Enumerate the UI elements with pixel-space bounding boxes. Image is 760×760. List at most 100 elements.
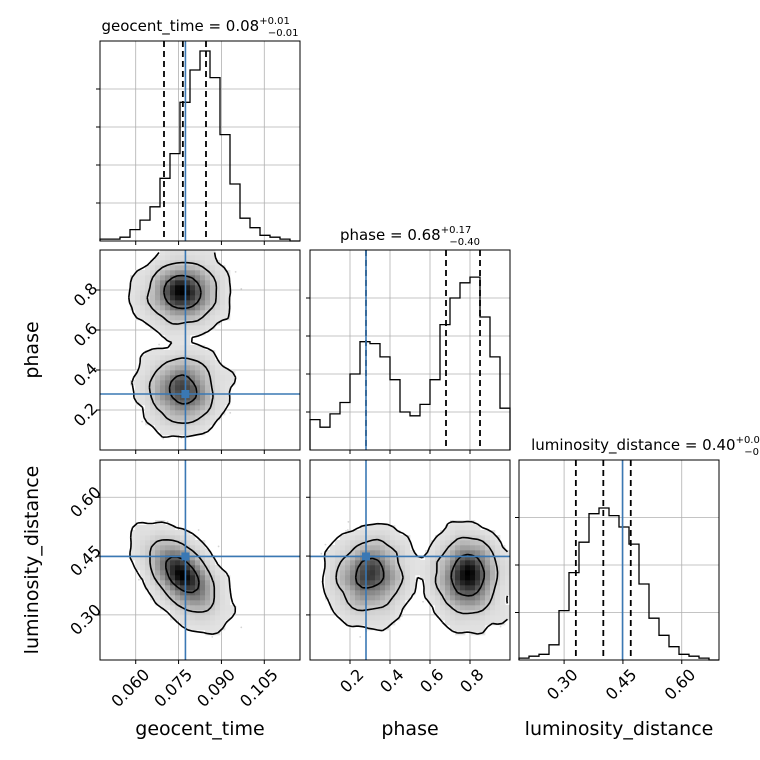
- density-cell: [200, 415, 206, 421]
- density-cell: [170, 360, 176, 366]
- density-cell: [165, 325, 171, 331]
- density-cell: [200, 325, 206, 331]
- density-cell: [130, 295, 136, 301]
- density-cell: [195, 275, 201, 281]
- density-cell: [195, 415, 201, 421]
- density-cell: [185, 325, 191, 331]
- density-cell: [165, 250, 171, 256]
- density-cell: [205, 415, 211, 421]
- density-cell: [180, 365, 186, 371]
- density-cell: [160, 260, 166, 266]
- density-cell: [210, 315, 216, 321]
- density-cell: [190, 265, 196, 271]
- panel-frame: [99, 40, 301, 242]
- density-cell: [200, 280, 206, 286]
- density-cell: [225, 275, 231, 281]
- density-cell: [155, 360, 161, 366]
- density-cell: [185, 255, 191, 261]
- density-cell: [150, 365, 156, 371]
- density-cell: [155, 350, 161, 356]
- density-cell: [200, 250, 206, 256]
- density-cell: [195, 370, 201, 376]
- density-cell: [155, 400, 161, 406]
- density-cell: [160, 300, 166, 306]
- density-cell: [160, 305, 166, 311]
- density-cell: [155, 395, 161, 401]
- density-cell: [145, 395, 151, 401]
- density-cell: [175, 250, 181, 256]
- density-cell: [135, 390, 141, 396]
- density-cell: [195, 410, 201, 416]
- density-cell: [160, 375, 166, 381]
- density-cell: [205, 300, 211, 306]
- density-cell: [175, 275, 181, 281]
- density-cell: [220, 265, 226, 271]
- density-cell: [185, 310, 191, 316]
- density-cell: [135, 275, 141, 281]
- density-cell: [140, 380, 146, 386]
- density-cell: [145, 380, 151, 386]
- density-cell: [170, 270, 176, 276]
- density-cell: [180, 290, 186, 296]
- density-cell: [170, 295, 176, 301]
- density-cell: [165, 300, 171, 306]
- density-cell: [220, 385, 226, 391]
- density-cell: [160, 280, 166, 286]
- density-cell: [180, 360, 186, 366]
- density-cell: [170, 345, 176, 351]
- density-cell: [150, 295, 156, 301]
- density-cell: [180, 300, 186, 306]
- density-cell: [200, 260, 206, 266]
- panel-content: [100, 250, 300, 450]
- density-cell: [135, 290, 141, 296]
- density-cell: [180, 405, 186, 411]
- density-cell: [200, 295, 206, 301]
- density-cell: [185, 425, 191, 431]
- density-cell: [135, 300, 141, 306]
- density-cell: [165, 425, 171, 431]
- density-cell: [215, 280, 221, 286]
- density-cell: [185, 270, 191, 276]
- density-cell: [140, 365, 146, 371]
- density-cell: [200, 300, 206, 306]
- density-cell: [220, 310, 226, 316]
- density-cell: [195, 360, 201, 366]
- density-cell: [210, 405, 216, 411]
- density-cell: [200, 275, 206, 281]
- density-cell: [140, 290, 146, 296]
- density-cell: [155, 270, 161, 276]
- density-cell: [175, 310, 181, 316]
- density-cell: [205, 400, 211, 406]
- density-cell: [225, 375, 231, 381]
- density-cell: [225, 370, 231, 376]
- density-cell: [215, 395, 221, 401]
- density-cell: [185, 430, 191, 436]
- density-cell: [205, 420, 211, 426]
- title-sub: −0.01: [268, 28, 299, 39]
- density-cell: [175, 415, 181, 421]
- density-cell: [175, 410, 181, 416]
- density-cell: [175, 385, 181, 391]
- density-cell: [225, 395, 231, 401]
- density-cell: [160, 320, 166, 326]
- density-cell: [165, 295, 171, 301]
- density-cell: [135, 375, 141, 381]
- density-cell: [155, 260, 161, 266]
- density-cell: [155, 275, 161, 281]
- density-cell: [170, 250, 176, 256]
- density-cell: [195, 395, 201, 401]
- density-cell: [215, 415, 221, 421]
- density-cell: [160, 325, 166, 331]
- density-cell: [165, 410, 171, 416]
- density-cell: [155, 295, 161, 301]
- density-cell: [170, 375, 176, 381]
- density-cell: [175, 335, 181, 341]
- density-cell: [140, 390, 146, 396]
- density-cell: [195, 270, 201, 276]
- density-cell: [215, 310, 221, 316]
- density-cell: [195, 315, 201, 321]
- density-cell: [180, 325, 186, 331]
- density-cell: [210, 285, 216, 291]
- density-cell: [160, 395, 166, 401]
- density-cell: [175, 365, 181, 371]
